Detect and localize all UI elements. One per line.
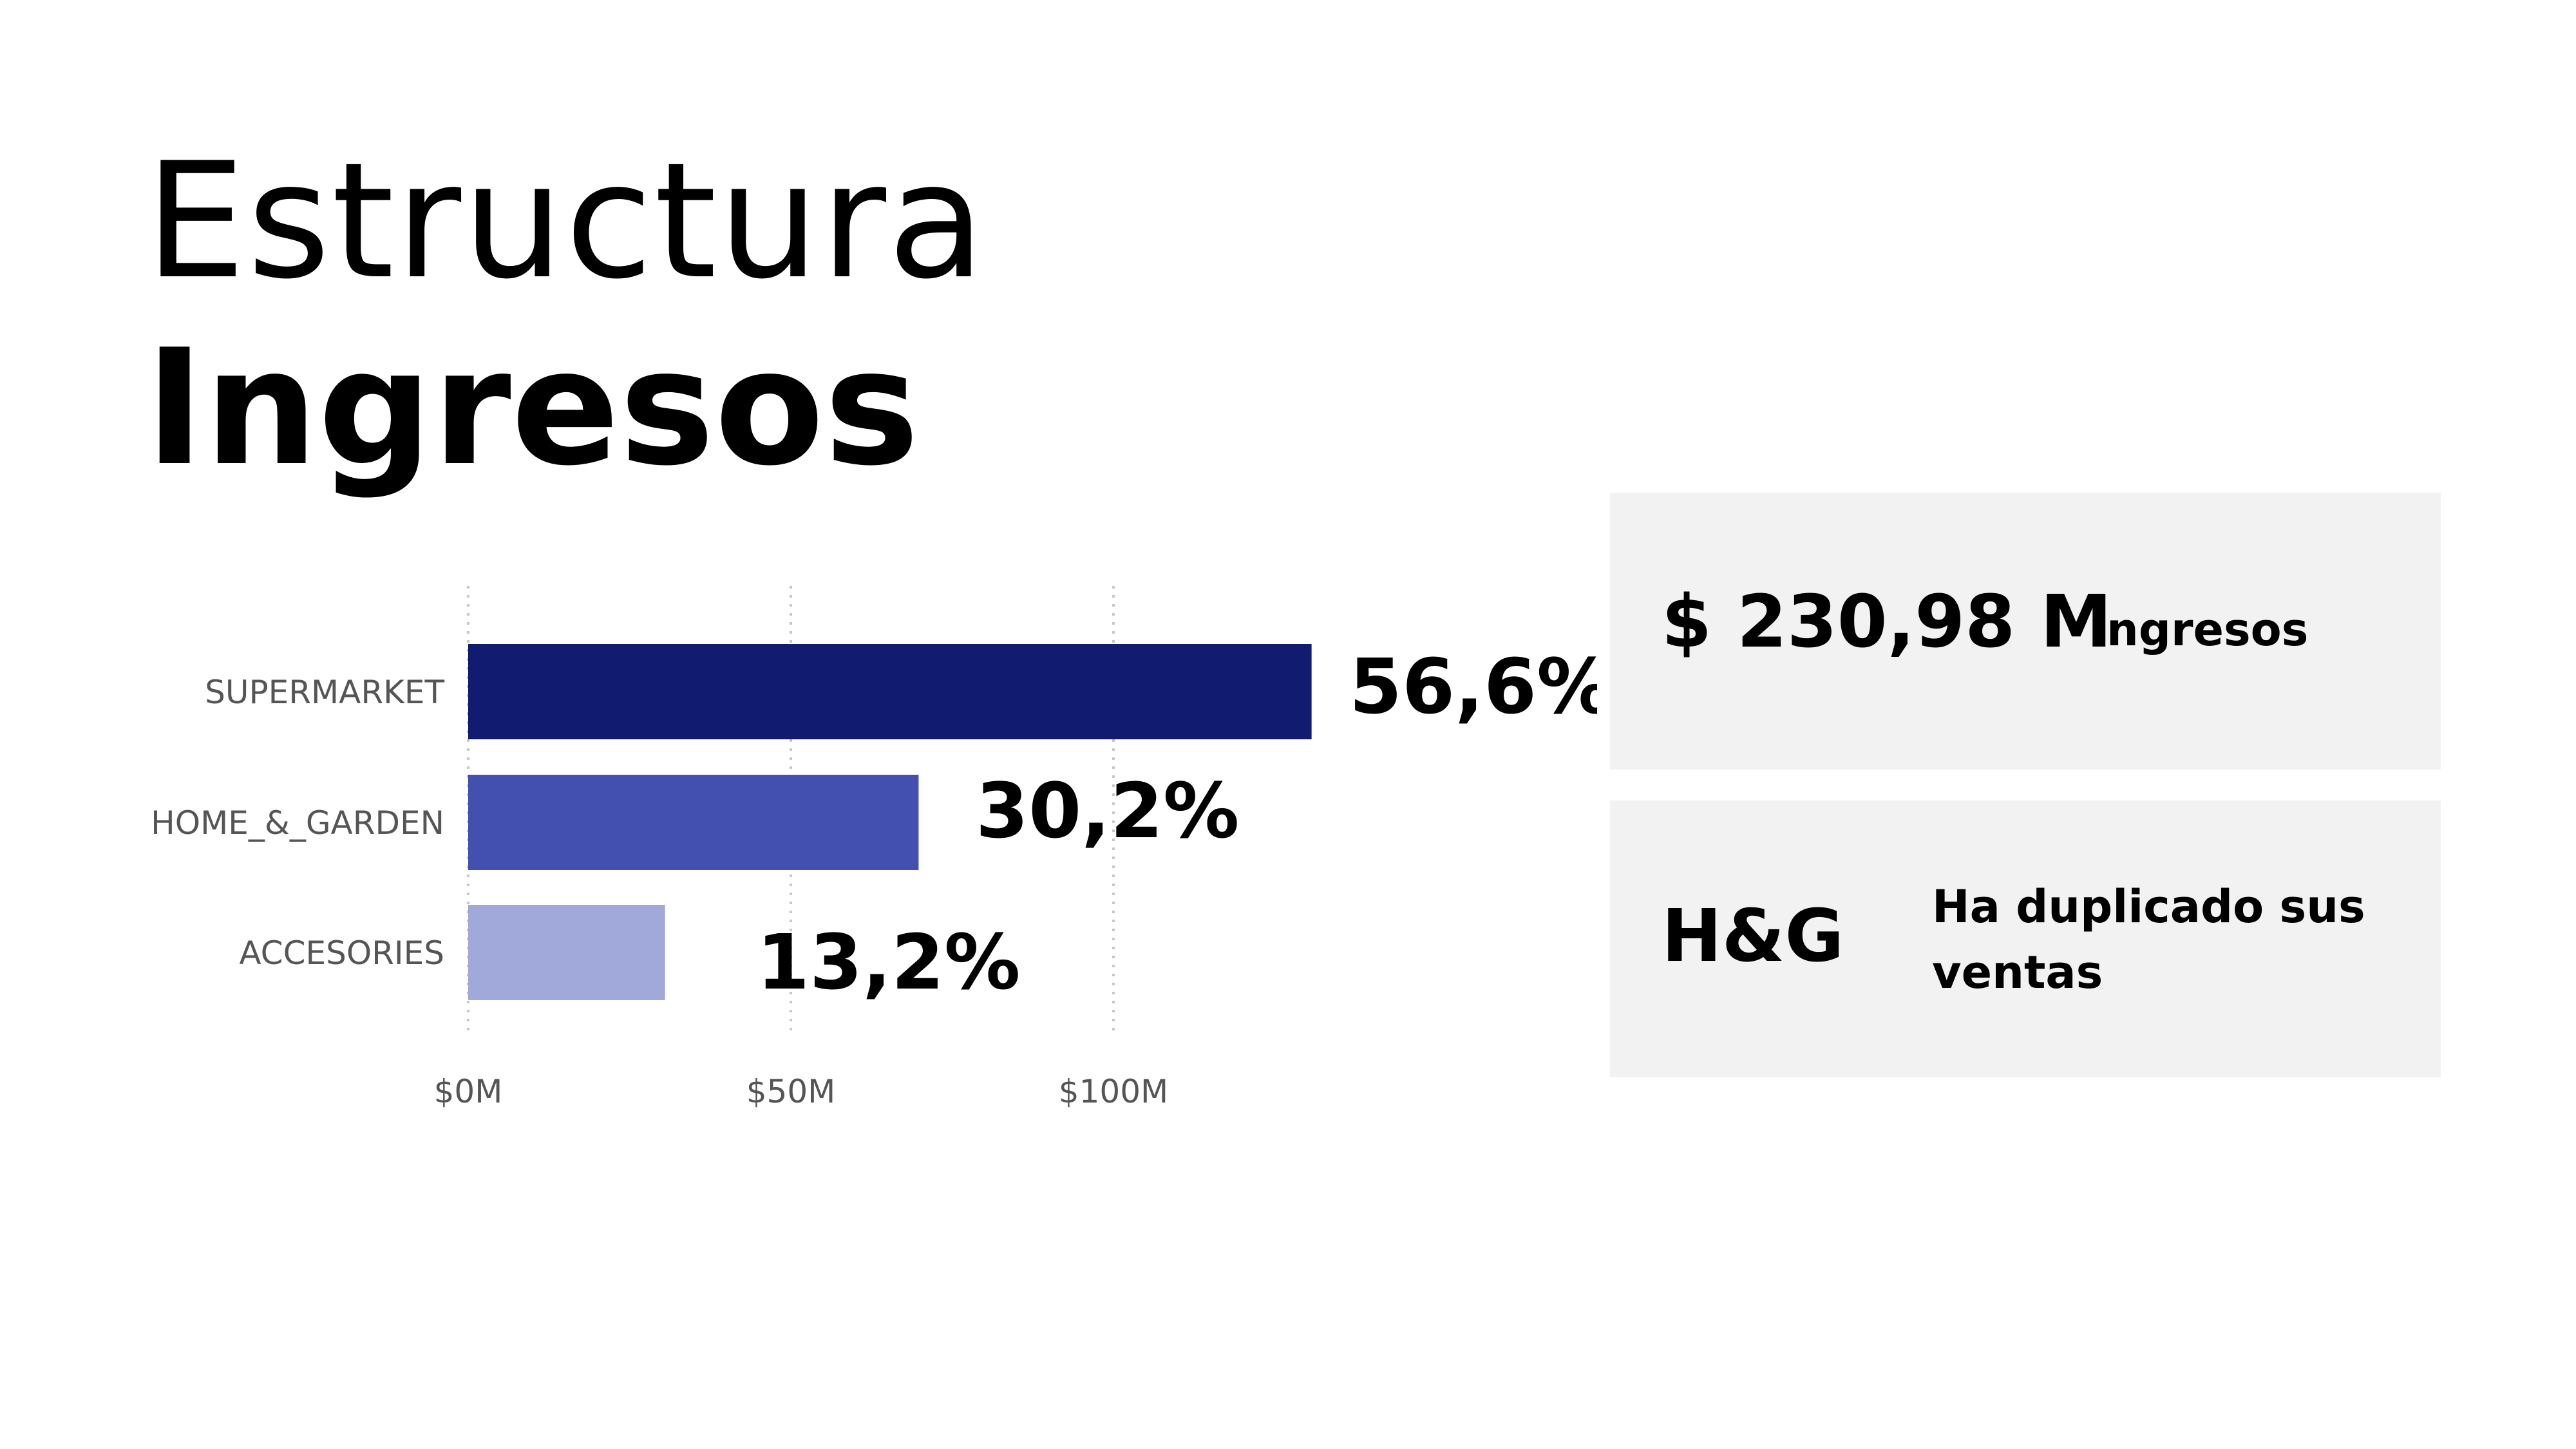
category-label: HOME_&_GARDEN: [151, 804, 444, 842]
category-label: SUPERMARKET: [205, 674, 444, 711]
title-line-2: Ingresos: [145, 316, 920, 501]
note-card-home-garden: H&G Ha duplicado sus ventas: [1610, 800, 2441, 1077]
percent-data-label: 56,6%: [1349, 642, 1597, 731]
bar-0: [468, 644, 1312, 739]
note-text: Ha duplicado sus ventas: [1932, 880, 2365, 999]
kpi-value: $ 230,98 M: [1662, 580, 2112, 664]
percent-data-label: 30,2%: [976, 766, 1239, 855]
chart-percent-labels: 56,6% 30,2% 13,2%: [757, 642, 1597, 1007]
x-tick-label: $50M: [746, 1073, 836, 1110]
chart-category-labels: SUPERMARKET HOME_&_GARDEN ACCESORIES: [151, 674, 444, 972]
category-label: ACCESORIES: [239, 934, 444, 972]
bar-1: [468, 775, 919, 870]
note-heading: H&G: [1662, 895, 1844, 978]
x-tick-label: $100M: [1059, 1073, 1168, 1110]
kpi-card-revenue: $ 230,98 M Ingresos: [1610, 493, 2441, 770]
revenue-bar-chart: SUPERMARKET HOME_&_GARDEN ACCESORIES $0M $5…: [151, 586, 1597, 1110]
bar-2: [468, 905, 665, 1000]
kpi-label: Ingresos: [2090, 603, 2309, 656]
chart-x-tick-labels: $0M $50M $100M: [434, 1073, 1169, 1110]
percent-data-label: 13,2%: [757, 918, 1020, 1007]
title-line-1: Estructura: [145, 129, 987, 314]
chart-bars: [468, 644, 1312, 1000]
x-tick-label: $0M: [434, 1073, 503, 1110]
